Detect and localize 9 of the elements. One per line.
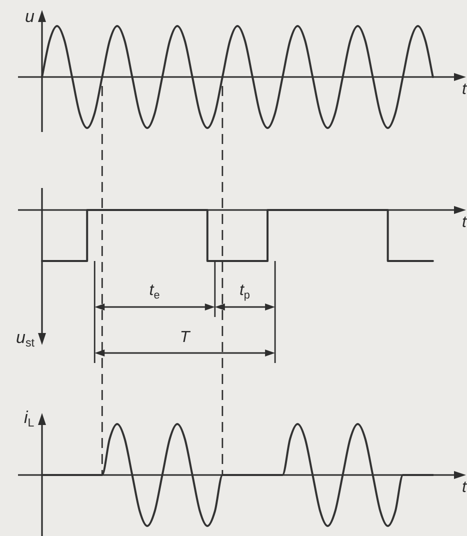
x-axis-title: t [462,214,466,231]
y-axis-title: i$_{L}$ [24,408,34,430]
text: t$_{e}$ [149,282,160,302]
text: t$_{p}$ [239,282,250,302]
y-axis-title: u$_{st}$ [16,328,34,350]
y-axis-title: u [25,6,34,26]
text: T [180,329,190,346]
x-axis-title: t [462,479,466,496]
x-axis-title: t [462,81,466,98]
